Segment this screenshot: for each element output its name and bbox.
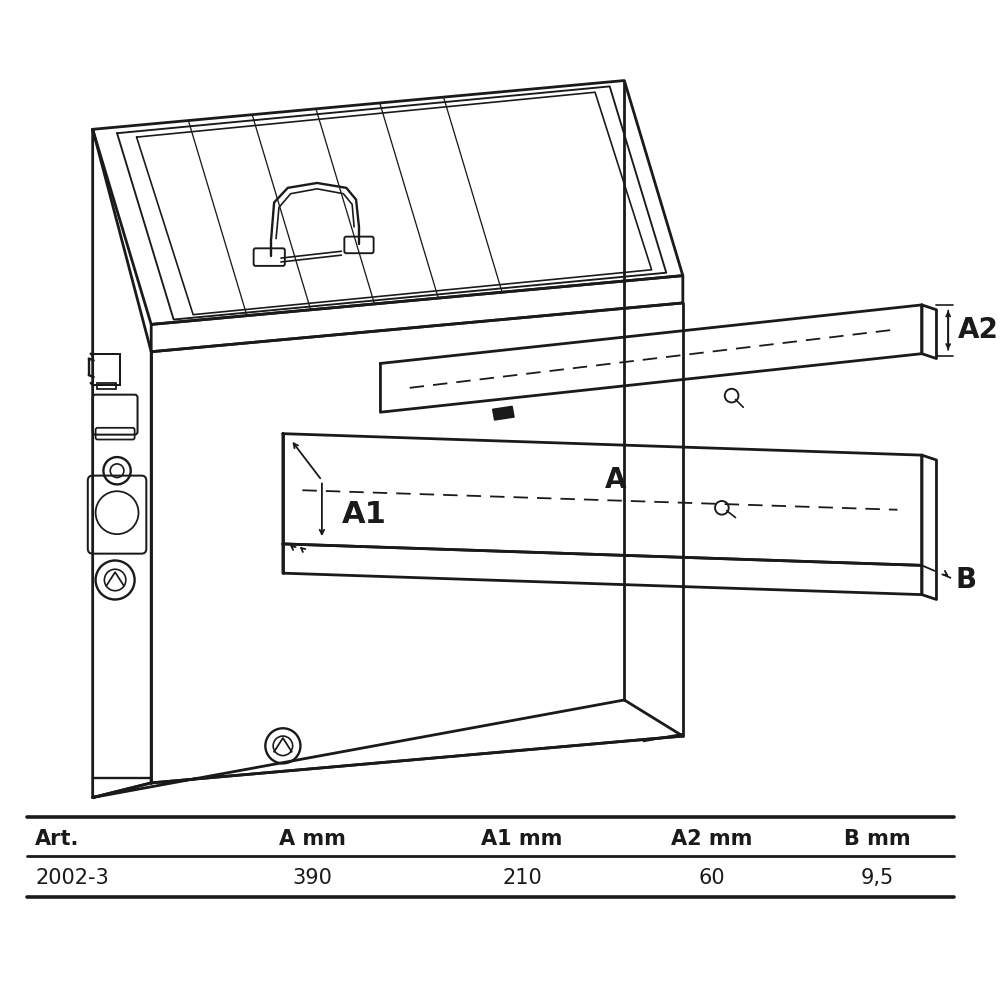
Text: 2002-3: 2002-3 <box>35 868 109 888</box>
Text: A1 mm: A1 mm <box>481 829 563 849</box>
Text: A mm: A mm <box>279 829 346 849</box>
Text: A: A <box>605 466 626 494</box>
Bar <box>93 354 120 385</box>
Polygon shape <box>493 406 514 420</box>
Text: A2 mm: A2 mm <box>671 829 753 849</box>
Bar <box>97 383 116 389</box>
Text: 390: 390 <box>292 868 332 888</box>
Text: A1: A1 <box>341 500 386 529</box>
Text: Art.: Art. <box>35 829 79 849</box>
Text: 60: 60 <box>699 868 725 888</box>
Text: 9,5: 9,5 <box>860 868 894 888</box>
Text: A2: A2 <box>958 316 999 344</box>
Text: B mm: B mm <box>844 829 910 849</box>
Text: B: B <box>956 566 977 594</box>
Text: 210: 210 <box>502 868 542 888</box>
